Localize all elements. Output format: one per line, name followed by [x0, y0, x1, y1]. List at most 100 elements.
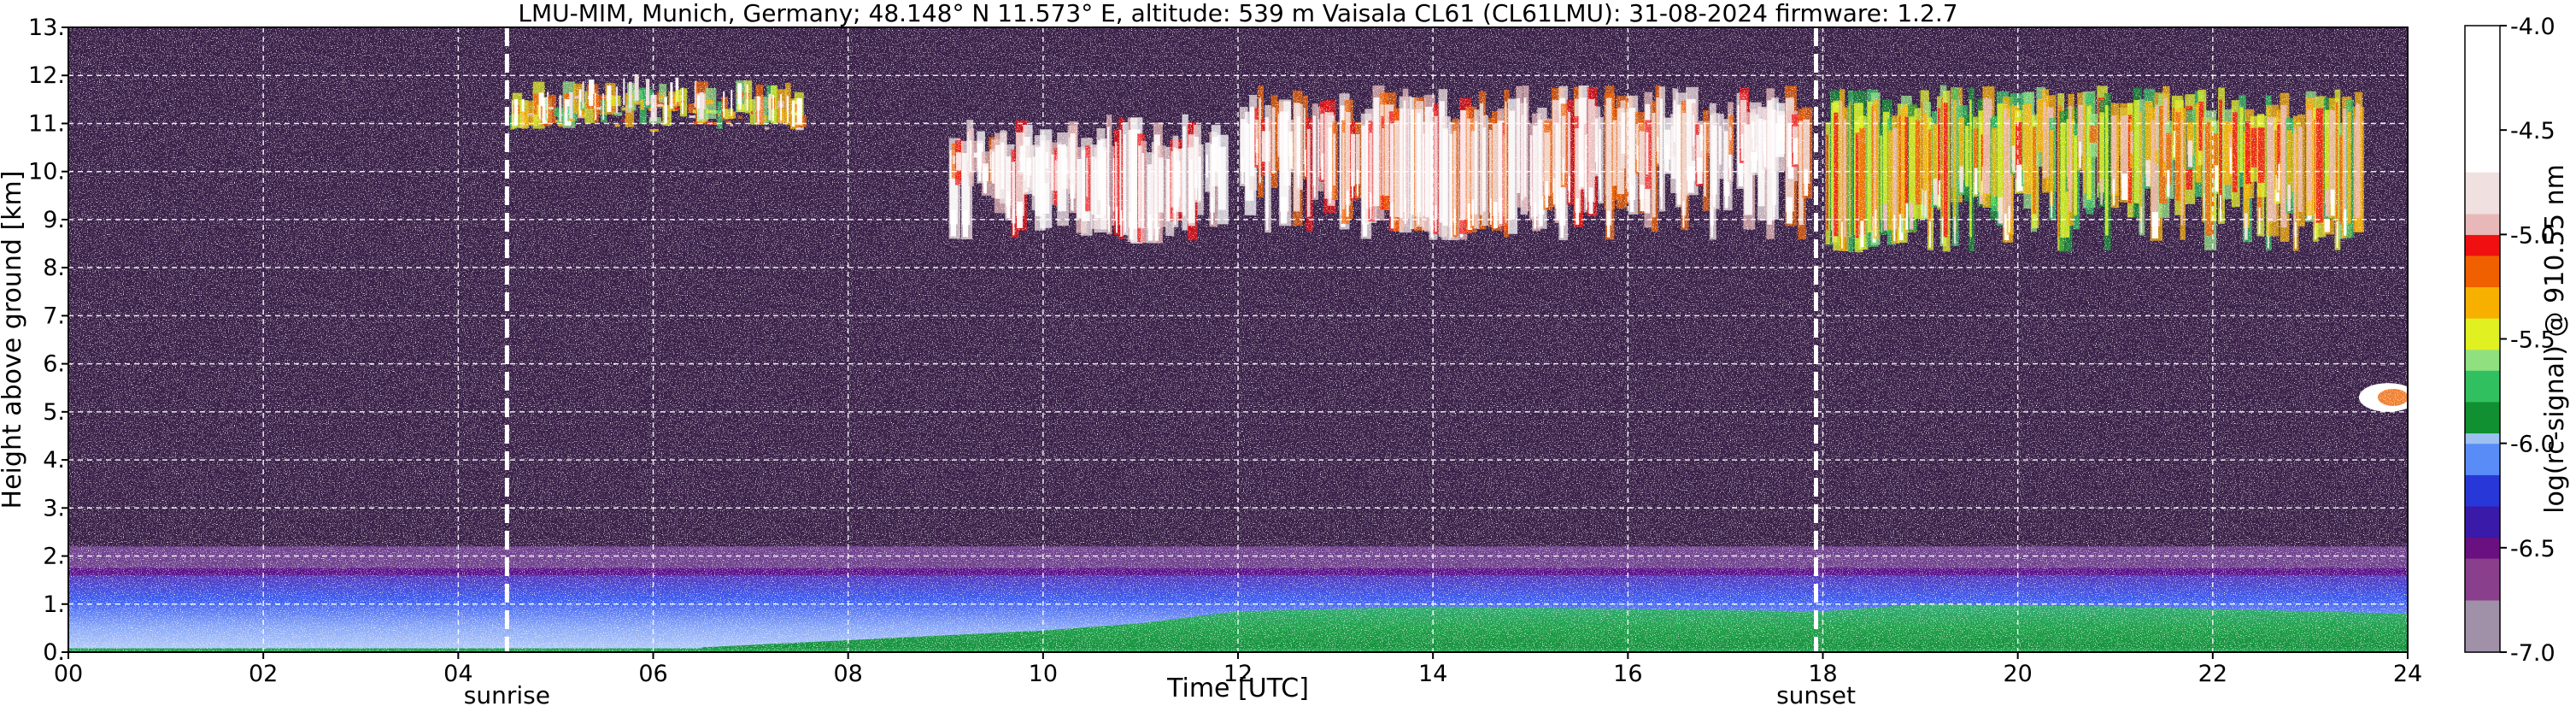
grid	[68, 27, 2408, 652]
x-axis: 00 02 04 06 08 10 12 14 16 18 20 22 24	[54, 652, 2422, 687]
colorbar-segment	[2465, 265, 2500, 277]
colorbar-segment	[2465, 78, 2500, 89]
y-tick-label: 13.	[28, 15, 65, 41]
x-tick-label: 20	[2003, 661, 2032, 687]
colorbar-segment	[2465, 579, 2500, 591]
x-tick-label: 22	[2198, 661, 2227, 687]
colorbar-segment	[2465, 464, 2500, 475]
colorbar-segment	[2465, 203, 2500, 215]
colorbar-segment	[2465, 589, 2500, 601]
event-label-sunset: sunset	[1776, 681, 1856, 706]
colorbar-segment	[2465, 318, 2500, 329]
colorbar-segment	[2465, 182, 2500, 194]
chart-title: LMU-MIM, Munich, Germany; 48.148° N 11.5…	[518, 0, 1957, 27]
y-tick-label: 1.	[43, 591, 65, 618]
colorbar-segment	[2465, 130, 2500, 141]
colorbar-segment	[2465, 172, 2500, 183]
colorbar-segment	[2465, 192, 2500, 204]
colorbar-segment	[2465, 224, 2500, 235]
x-tick-label: 10	[1029, 661, 1058, 687]
event-labels: sunrise sunset	[464, 681, 1856, 706]
x-tick-label: 14	[1418, 661, 1447, 687]
x-tick-label: 12	[1223, 661, 1253, 687]
x-tick-label: 02	[249, 661, 278, 687]
colorbar-segment	[2465, 631, 2500, 643]
plot-area	[68, 27, 2408, 652]
colorbar-segment	[2465, 537, 2500, 549]
colorbar-segment	[2465, 307, 2500, 319]
colorbar-segment	[2465, 26, 2500, 37]
colorbar-tick-label: -6.5	[2510, 536, 2555, 562]
x-tick-label: 08	[833, 661, 862, 687]
colorbar-segment	[2465, 109, 2500, 121]
colorbar-segment	[2465, 338, 2500, 350]
colorbar-segment	[2465, 140, 2500, 152]
y-tick-label: 5.	[43, 399, 65, 426]
colorbar-segment	[2465, 297, 2500, 309]
colorbar-segment	[2465, 359, 2500, 371]
colorbar-segment	[2465, 380, 2500, 392]
colorbar-segment	[2465, 641, 2500, 653]
colorbar-segment	[2465, 161, 2500, 173]
x-axis-label: Time [UTC]	[1166, 674, 1309, 703]
colorbar: -7.0 -6.5 -6.0 -5.5 -5.0 -4.5 -4.0	[2464, 14, 2555, 667]
colorbar-label: log(rc-signal) @ 910.55 nm	[2540, 164, 2570, 514]
colorbar-segment	[2465, 213, 2500, 225]
colorbar-segment	[2465, 244, 2500, 256]
colorbar-tick-label: -7.0	[2510, 640, 2555, 667]
colorbar-segment	[2465, 453, 2500, 465]
colorbar-segment	[2465, 621, 2500, 632]
colorbar-tick-label: -5.0	[2510, 222, 2555, 249]
event-lines	[504, 27, 1819, 652]
y-tick-label: 10.	[28, 159, 65, 185]
y-tick-label: 3.	[43, 495, 65, 521]
colorbar-segment	[2465, 150, 2500, 162]
y-tick-label: 9.	[43, 207, 65, 233]
colorbar-segment	[2465, 286, 2500, 298]
colorbar-segment	[2465, 495, 2500, 507]
colorbar-segment	[2465, 568, 2500, 580]
x-tick-label: 24	[2393, 661, 2422, 687]
colorbar-segment	[2465, 610, 2500, 621]
y-tick-label: 11.	[28, 110, 65, 137]
colorbar-segment	[2465, 599, 2500, 611]
colorbar-segment	[2465, 558, 2500, 569]
colorbar-segment	[2465, 36, 2500, 48]
y-axis: 0. 1. 2. 3. 4. 5. 6. 7. 8. 9. 10. 11. 12. 13.	[28, 15, 68, 666]
colorbar-segment	[2465, 370, 2500, 381]
event-label-sunrise: sunrise	[464, 681, 550, 706]
colorbar-segment	[2465, 401, 2500, 413]
colorbar-segment	[2465, 276, 2500, 288]
colorbar-tick-label: -6.0	[2510, 432, 2555, 458]
x-tick-label: 06	[638, 661, 667, 687]
colorbar-segment	[2465, 328, 2500, 340]
x-tick-label: 18	[1808, 661, 1837, 687]
colorbar-segment	[2465, 391, 2500, 403]
colorbar-tick-label: -5.5	[2510, 327, 2555, 354]
y-tick-label: 0.	[43, 639, 65, 666]
colorbar-segment	[2465, 67, 2500, 79]
colorbar-segment	[2465, 527, 2500, 538]
x-tick-label: 16	[1613, 661, 1642, 687]
colorbar-segment	[2465, 234, 2500, 246]
colorbar-segment	[2465, 485, 2500, 497]
y-axis-label: Height above ground [km]	[0, 171, 27, 509]
colorbar-segment	[2465, 432, 2500, 444]
y-tick-label: 4.	[43, 447, 65, 474]
colorbar-segment	[2465, 547, 2500, 559]
colorbar-segment	[2465, 422, 2500, 434]
colorbar-segment	[2465, 88, 2500, 100]
colorbar-segment	[2465, 412, 2500, 423]
y-tick-label: 6.	[43, 351, 65, 378]
colorbar-segment	[2465, 119, 2500, 131]
colorbar-tick-label: -4.0	[2510, 14, 2555, 40]
colorbar-tick-label: -4.5	[2510, 118, 2555, 144]
y-tick-label: 8.	[43, 255, 65, 281]
colorbar-segment	[2465, 516, 2500, 527]
x-tick-label: 00	[54, 661, 83, 687]
colorbar-segment	[2465, 98, 2500, 110]
x-tick-label: 04	[443, 661, 472, 687]
colorbar-segment	[2465, 46, 2500, 58]
colorbar-segment	[2465, 474, 2500, 486]
